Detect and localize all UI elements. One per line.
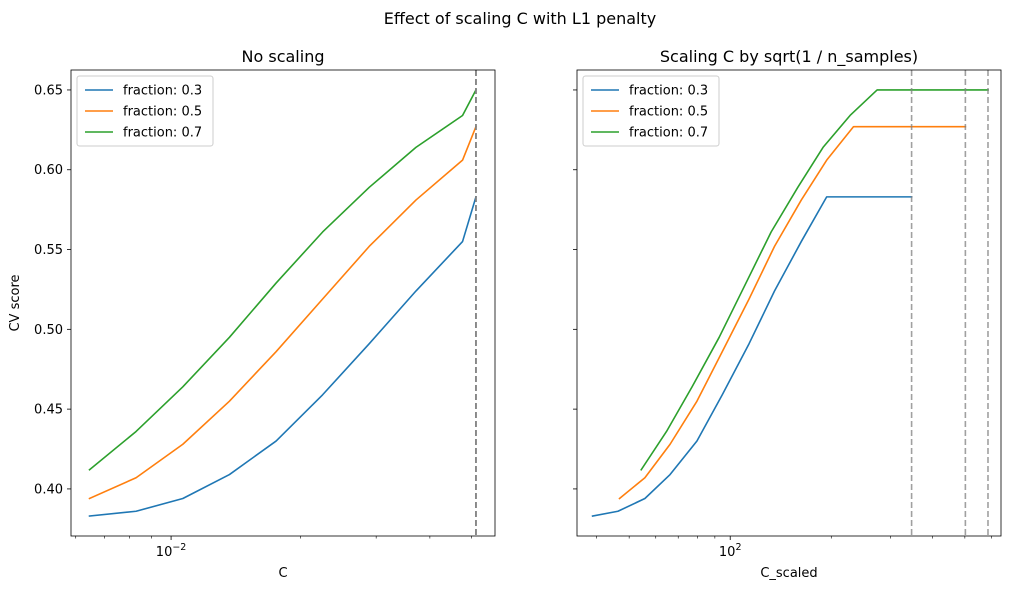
legend: fraction: 0.3 fraction: 0.5 fraction: 0.7	[76, 75, 214, 147]
legend-label: fraction: 0.7	[629, 126, 708, 141]
series-line-fraction-0-7	[88, 88, 478, 471]
y-axis-label: CV score	[8, 274, 23, 331]
y-tick-label: 0.50	[34, 323, 63, 338]
legend-label: fraction: 0.7	[123, 126, 202, 141]
x-tick-label: 102	[719, 542, 742, 560]
figure-suptitle: Effect of scaling C with L1 penalty	[384, 9, 656, 28]
legend-box	[582, 75, 720, 147]
legend-label: fraction: 0.5	[629, 105, 708, 120]
chart-title: Scaling C by sqrt(1 / n_samples)	[660, 47, 918, 67]
legend-label: fraction: 0.5	[123, 105, 202, 120]
y-tick-label: 0.60	[34, 163, 63, 178]
legend: fraction: 0.3 fraction: 0.5 fraction: 0.7	[582, 75, 720, 147]
axes-frame	[70, 69, 496, 537]
series-line-fraction-0-5	[88, 125, 477, 500]
x-axis-label: C	[278, 566, 287, 581]
series-line-fraction-0-7	[640, 89, 989, 471]
series-line-fraction-0-3	[88, 195, 477, 517]
chart-title: No scaling	[242, 47, 325, 66]
x-tick-label: 10−2	[156, 542, 187, 560]
series-line-fraction-0-3	[591, 196, 913, 517]
x-axis-label: C_scaled	[760, 566, 817, 581]
y-tick-label: 0.45	[34, 403, 63, 418]
subplot-scaled: Scaling C by sqrt(1 / n_samples) 102 C_sca…	[573, 47, 1002, 581]
legend-label: fraction: 0.3	[629, 84, 708, 99]
legend-box	[76, 75, 214, 147]
legend-label: fraction: 0.3	[123, 84, 202, 99]
axes-frame	[576, 69, 1002, 537]
y-tick-label: 0.65	[34, 83, 63, 98]
series-line-fraction-0-5	[618, 125, 967, 500]
subplot-no-scaling: No scaling 0.40 0.45 0.50 0.55 0.60 0.65 10−2 C C…	[8, 47, 496, 581]
y-tick-label: 0.40	[34, 482, 63, 497]
plot-area	[88, 70, 478, 536]
plot-area	[591, 70, 989, 536]
y-tick-label: 0.55	[34, 243, 63, 258]
